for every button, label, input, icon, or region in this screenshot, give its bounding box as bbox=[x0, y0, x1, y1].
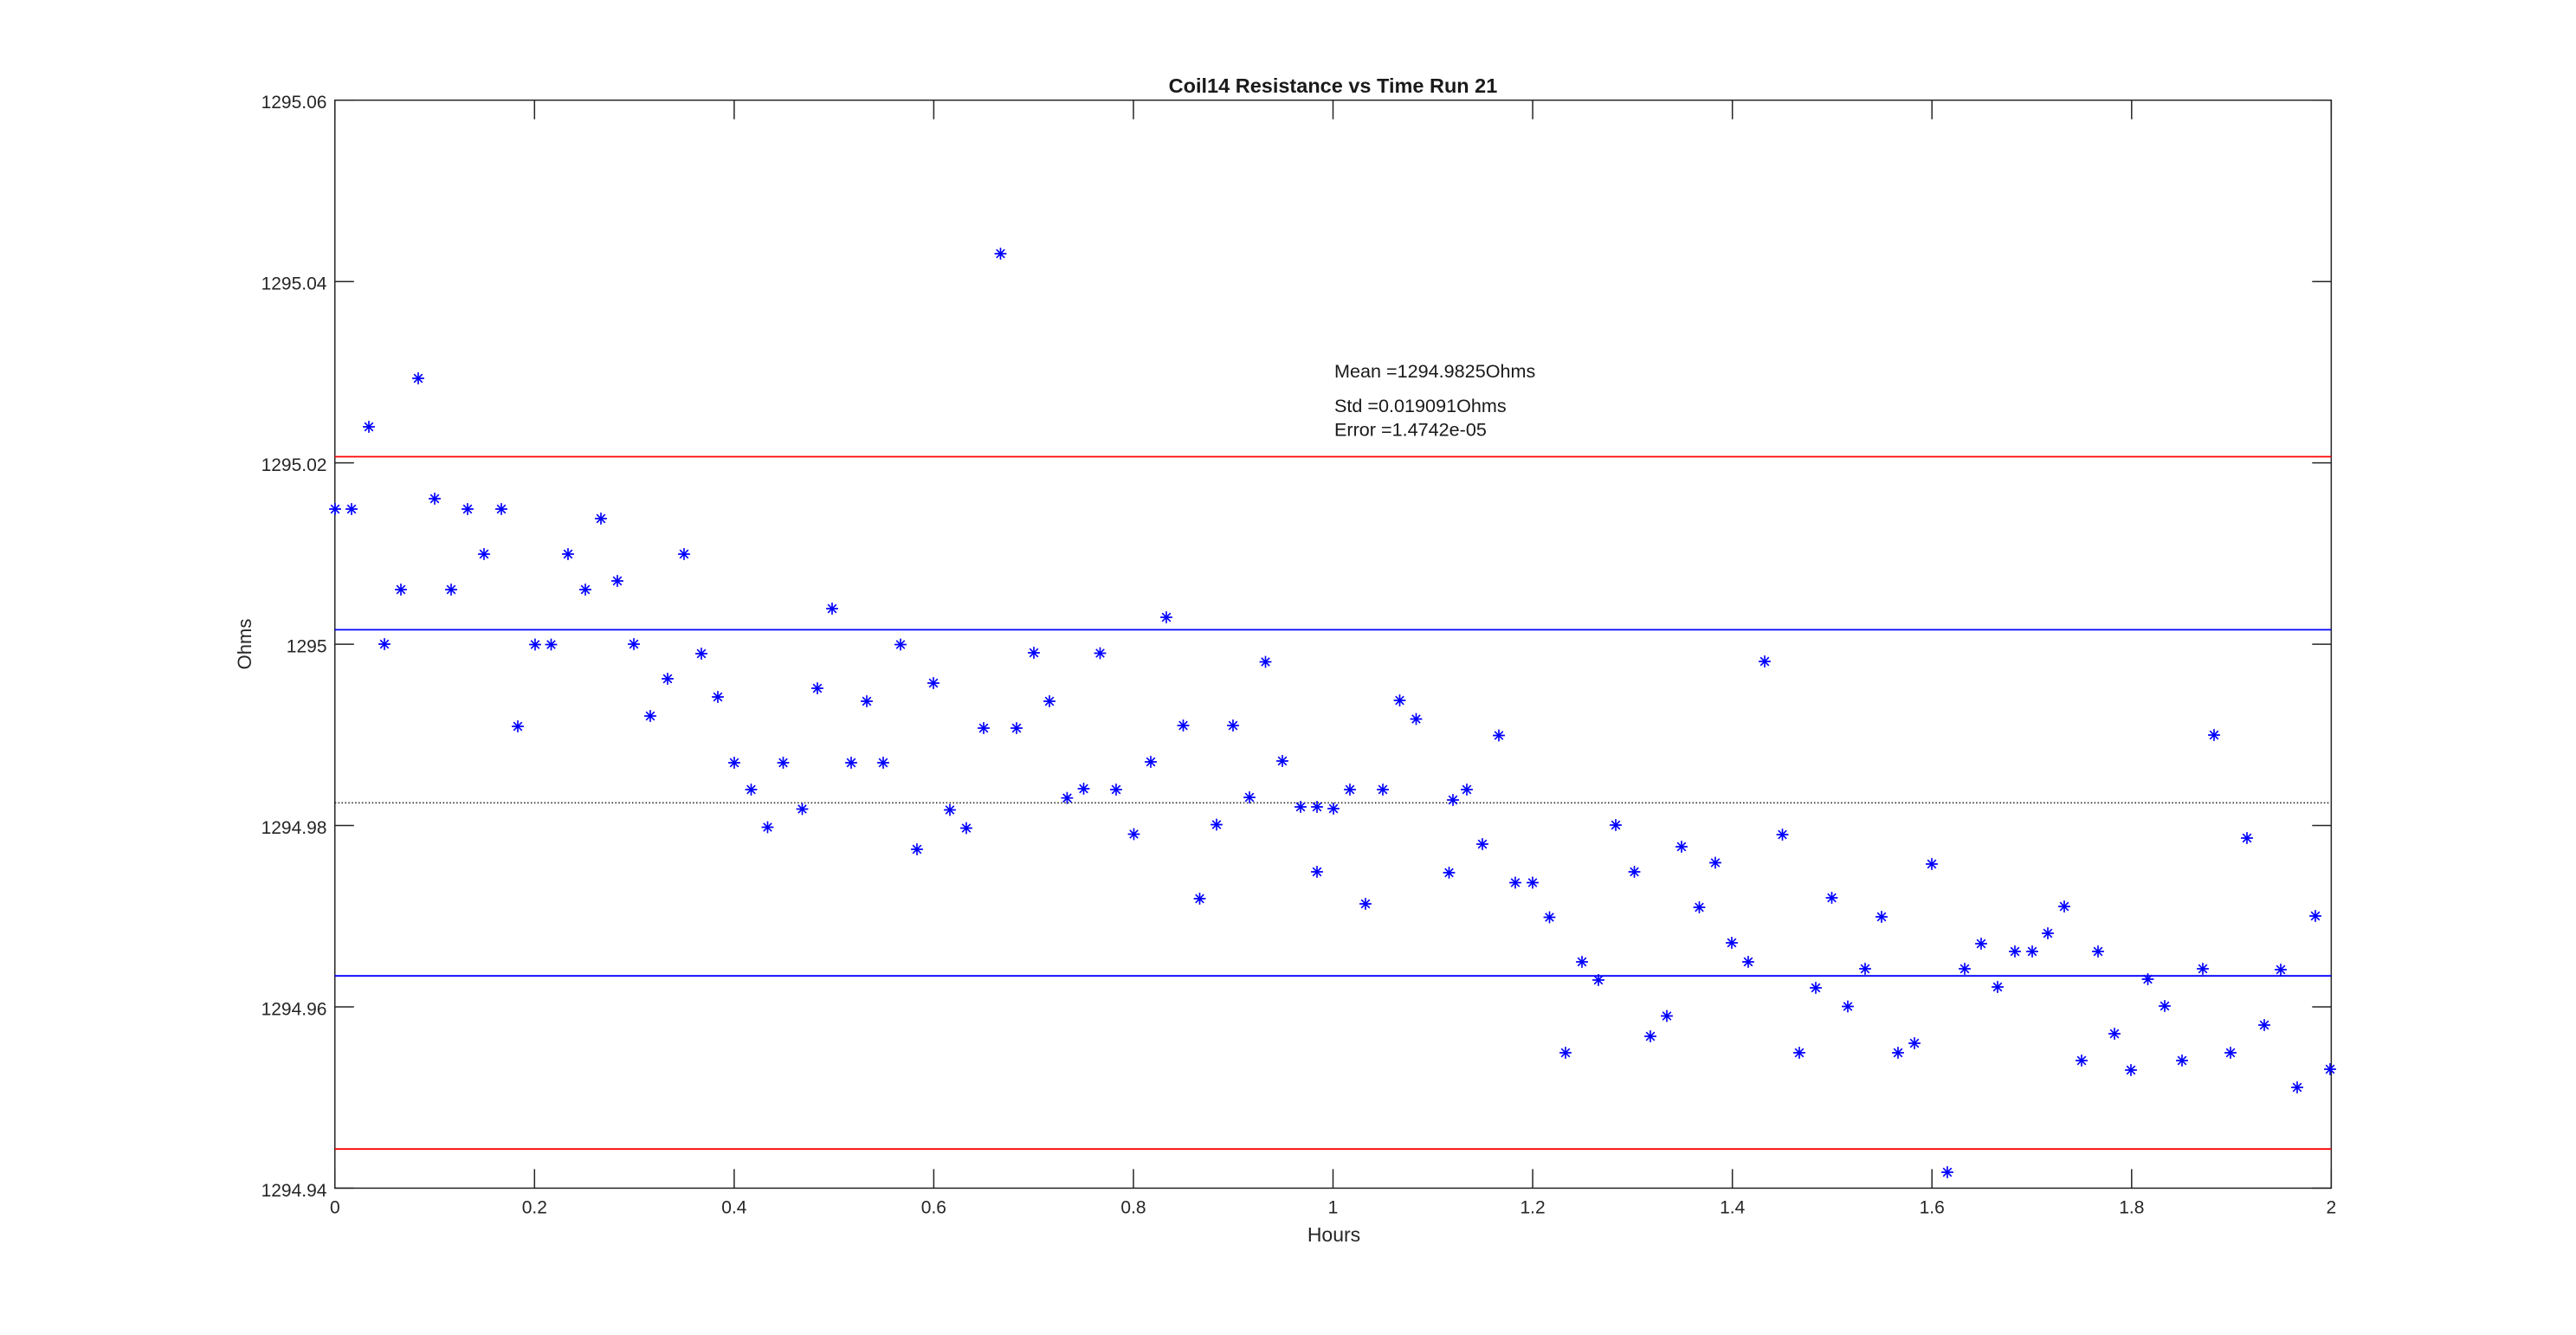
svg-text:1295: 1295 bbox=[287, 637, 327, 657]
svg-text:1295.04: 1295.04 bbox=[261, 274, 327, 294]
svg-text:0.4: 0.4 bbox=[721, 1198, 747, 1218]
svg-text:Std =0.019091Ohms: Std =0.019091Ohms bbox=[1334, 395, 1507, 416]
svg-text:1295.06: 1295.06 bbox=[261, 93, 327, 113]
svg-text:0.2: 0.2 bbox=[522, 1198, 547, 1218]
svg-text:Coil14 Resistance vs Time Run: Coil14 Resistance vs Time Run 21 bbox=[1169, 74, 1498, 97]
svg-text:0: 0 bbox=[330, 1198, 340, 1218]
svg-text:Hours: Hours bbox=[1307, 1223, 1360, 1246]
svg-text:1294.98: 1294.98 bbox=[261, 818, 327, 838]
svg-text:1: 1 bbox=[1328, 1198, 1339, 1218]
svg-text:1294.94: 1294.94 bbox=[261, 1181, 327, 1201]
svg-text:1295.02: 1295.02 bbox=[261, 455, 327, 475]
svg-text:0.8: 0.8 bbox=[1120, 1198, 1146, 1218]
svg-text:Mean =1294.9825Ohms: Mean =1294.9825Ohms bbox=[1334, 360, 1535, 382]
svg-text:Error =1.4742e-05: Error =1.4742e-05 bbox=[1334, 419, 1487, 441]
svg-text:1.8: 1.8 bbox=[2119, 1198, 2144, 1218]
svg-text:Ohms: Ohms bbox=[234, 619, 255, 670]
svg-text:1.4: 1.4 bbox=[1720, 1198, 1746, 1218]
svg-text:2: 2 bbox=[2326, 1198, 2336, 1218]
svg-text:1294.96: 1294.96 bbox=[261, 1000, 327, 1020]
svg-text:1.2: 1.2 bbox=[1520, 1198, 1545, 1218]
svg-text:0.6: 0.6 bbox=[921, 1198, 946, 1218]
svg-text:1.6: 1.6 bbox=[1920, 1198, 1945, 1218]
